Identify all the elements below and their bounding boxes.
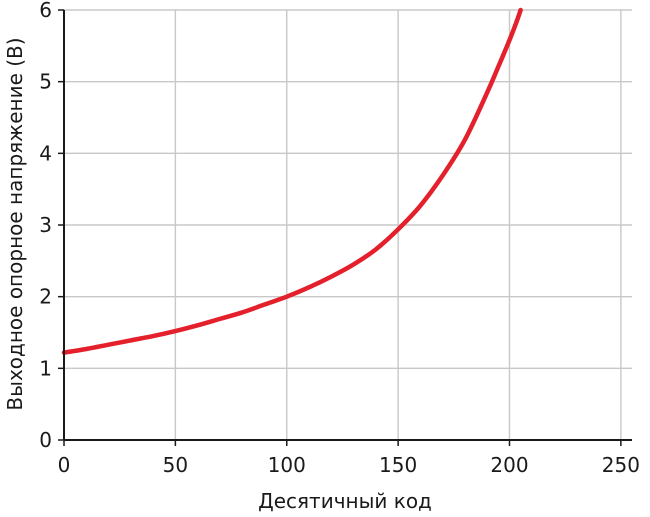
axes bbox=[58, 9, 632, 446]
x-tick-label-50: 50 bbox=[163, 453, 188, 477]
series-layer bbox=[61, 7, 523, 355]
x-tick-label-0: 0 bbox=[58, 453, 71, 477]
y-tick-label-0: 0 bbox=[39, 428, 52, 452]
y-tick-label-5: 5 bbox=[39, 70, 52, 94]
x-tick-label-200: 200 bbox=[490, 453, 528, 477]
y-tick-label-2: 2 bbox=[39, 285, 52, 309]
y-tick-label-1: 1 bbox=[39, 356, 52, 380]
x-axis-title: Десятичный код bbox=[258, 489, 432, 513]
x-tick-label-250: 250 bbox=[602, 453, 640, 477]
y-tick-label-3: 3 bbox=[39, 213, 52, 237]
x-tick-label-150: 150 bbox=[379, 453, 417, 477]
tick-labels: 0 50 100 150 200 250 0 1 2 3 4 5 6 bbox=[39, 0, 640, 477]
y-tick-label-4: 4 bbox=[39, 141, 52, 165]
y-tick-label-6: 6 bbox=[39, 0, 52, 22]
series-line-0 bbox=[61, 7, 523, 355]
x-tick-label-100: 100 bbox=[268, 453, 306, 477]
grid bbox=[64, 9, 632, 440]
y-axis-title: Выходное опорное напряжение (В) bbox=[3, 37, 27, 410]
